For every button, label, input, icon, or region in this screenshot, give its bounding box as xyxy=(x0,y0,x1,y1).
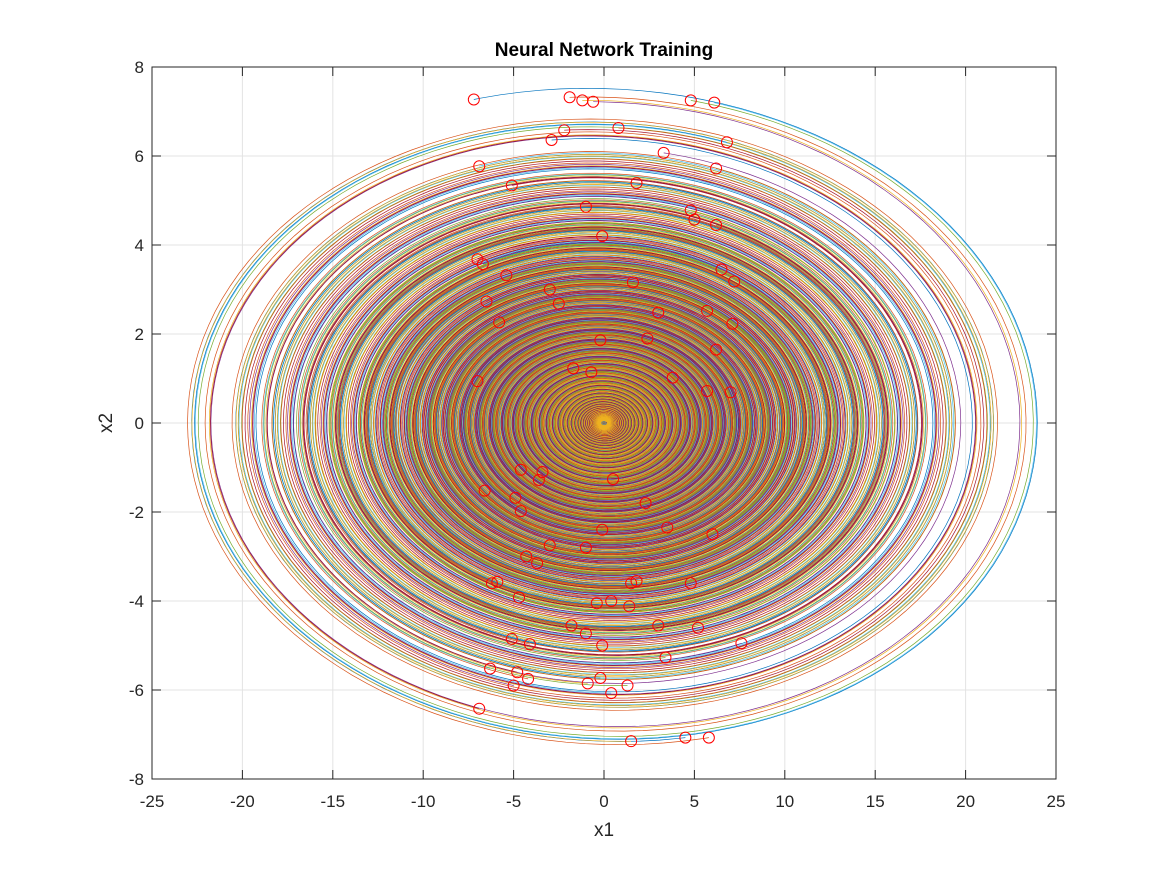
x-tick-label: -20 xyxy=(230,792,255,811)
x-tick-labels: -25 -20 -15 -10 -5 0 5 10 15 20 25 xyxy=(140,792,1066,811)
y-tick-label: -2 xyxy=(129,503,144,522)
x-tick-label: 15 xyxy=(866,792,885,811)
x-axis-label: x1 xyxy=(594,820,614,841)
y-axis-label: x2 xyxy=(96,413,117,433)
chart-title: Neural Network Training xyxy=(495,40,714,61)
x-tick-label: 0 xyxy=(599,792,608,811)
x-tick-label: 10 xyxy=(775,792,794,811)
y-tick-label: 8 xyxy=(135,58,144,77)
x-tick-label: 25 xyxy=(1047,792,1066,811)
y-tick-labels: -8 -6 -4 -2 0 2 4 6 8 xyxy=(129,58,144,789)
y-tick-label: 2 xyxy=(135,325,144,344)
x-tick-label: -15 xyxy=(321,792,346,811)
x-tick-label: -25 xyxy=(140,792,165,811)
x-tick-label: -5 xyxy=(506,792,521,811)
y-tick-label: -8 xyxy=(129,770,144,789)
y-tick-label: 6 xyxy=(135,147,144,166)
x-tick-label: 20 xyxy=(956,792,975,811)
x-tick-label: 5 xyxy=(690,792,699,811)
y-tick-label: 4 xyxy=(135,236,144,255)
x-tick-label: -10 xyxy=(411,792,436,811)
y-tick-label: -4 xyxy=(129,592,144,611)
y-tick-label: -6 xyxy=(129,681,144,700)
y-tick-label: 0 xyxy=(135,414,144,433)
